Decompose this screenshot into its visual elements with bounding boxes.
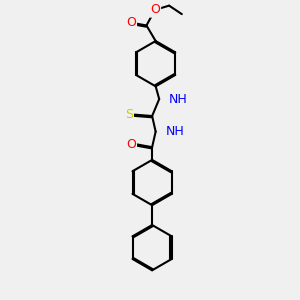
Text: NH: NH [166, 125, 184, 138]
Text: NH: NH [169, 92, 188, 106]
Text: O: O [150, 3, 160, 16]
Text: O: O [126, 16, 136, 29]
Text: O: O [126, 138, 136, 151]
Text: S: S [125, 108, 133, 121]
